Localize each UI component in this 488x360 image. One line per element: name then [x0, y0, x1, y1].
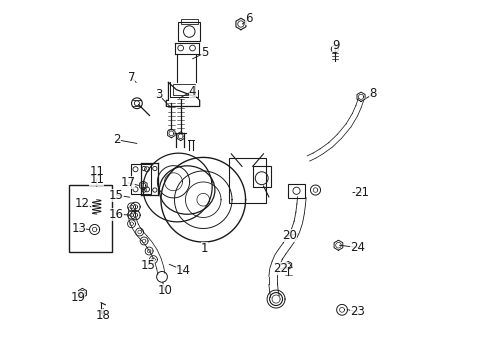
Text: 14: 14 [176, 264, 191, 277]
Text: 1: 1 [200, 242, 208, 255]
Text: 5: 5 [201, 46, 208, 59]
Text: 10: 10 [157, 284, 172, 297]
Text: 2: 2 [113, 133, 121, 146]
Text: 9: 9 [331, 39, 339, 52]
Text: 17: 17 [120, 176, 135, 189]
Bar [228, 158, 266, 203]
Text: 16: 16 [108, 208, 123, 221]
Text: 13: 13 [71, 222, 86, 235]
Text: 7: 7 [127, 71, 135, 84]
Text: 11: 11 [89, 173, 104, 186]
Text: 3: 3 [154, 88, 162, 101]
Text: 21: 21 [354, 186, 369, 199]
Bar [252, 166, 270, 187]
Bar [178, 22, 200, 41]
Text: 8: 8 [368, 87, 376, 100]
Bar [287, 184, 305, 198]
Text: 15: 15 [108, 189, 123, 202]
Text: 6: 6 [244, 12, 252, 25]
Text: 23: 23 [349, 306, 364, 319]
Bar [172, 84, 195, 95]
Text: 20: 20 [281, 229, 296, 242]
Text: 22: 22 [272, 262, 287, 275]
Text: 4: 4 [188, 85, 196, 98]
Bar [69, 185, 112, 252]
Bar [180, 19, 198, 24]
Text: 12: 12 [75, 197, 90, 210]
Text: 18: 18 [95, 309, 110, 322]
Bar [131, 164, 151, 194]
Text: 11: 11 [89, 165, 104, 178]
Text: 19: 19 [70, 291, 85, 304]
Text: 15: 15 [140, 259, 155, 272]
Text: 24: 24 [349, 241, 364, 254]
